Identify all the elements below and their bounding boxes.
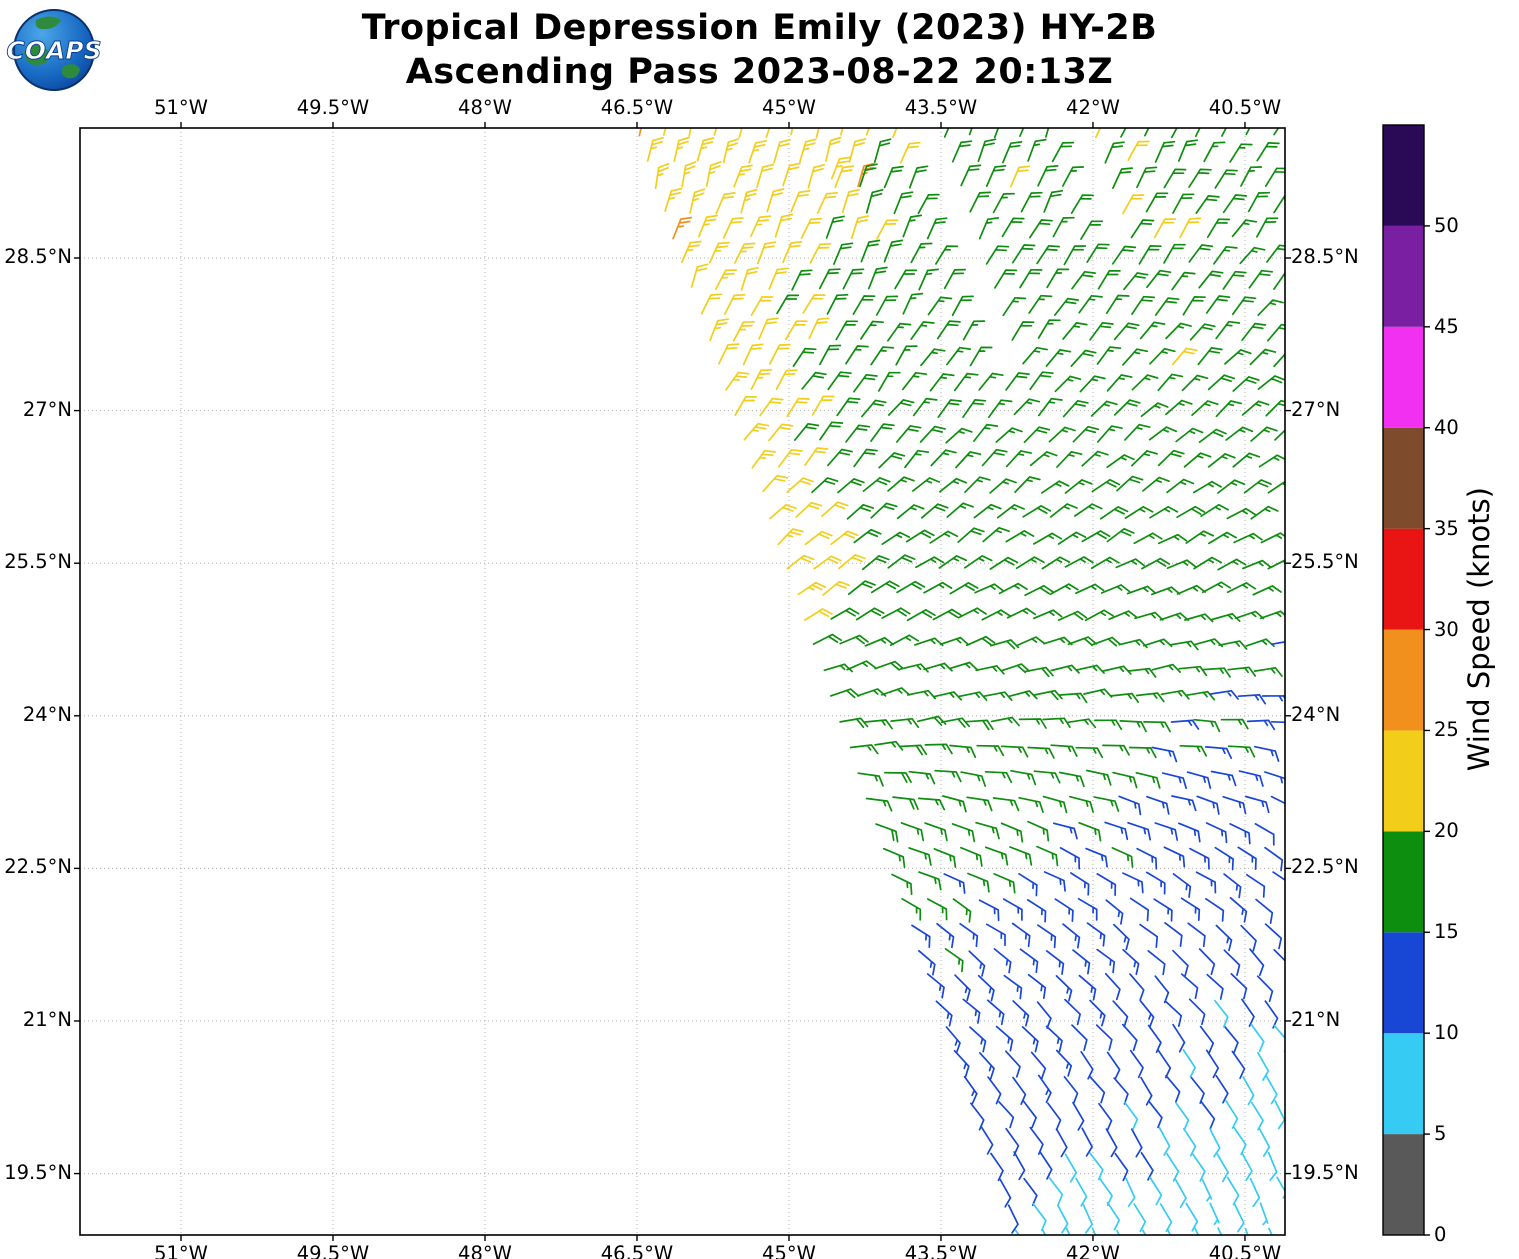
x-tick-label-bottom: 48°W [458,1242,512,1259]
colorbar-segment [1383,629,1424,731]
colorbar-segment [1383,225,1424,327]
x-tick-label-bottom: 40.5°W [1208,1242,1282,1259]
colorbar-segment [1383,528,1424,630]
y-tick-label-right: 28.5°N [1291,245,1359,268]
colorbar-segment [1383,326,1424,428]
colorbar-tick-label: 45 [1434,314,1459,338]
colorbar-segment [1383,427,1424,529]
x-tick-label-top: 49.5°W [296,96,370,119]
x-tick-label-bottom: 42°W [1066,1242,1120,1259]
y-tick-label-left: 19.5°N [4,1160,72,1184]
coaps-logo-text: COAPS [6,36,101,65]
wind-barb-layer [638,128,875,240]
colorbar-tick-label: 5 [1434,1122,1447,1146]
figure-title: Tropical Depression Emily (2023) HY-2B [361,8,1158,48]
x-tick-label-top: 48°W [458,96,512,119]
y-tick-label-right: 25.5°N [1291,550,1359,574]
colorbar-segment [1383,831,1424,933]
x-tick-label-bottom: 46.5°W [600,1242,674,1259]
x-tick-label-bottom: 51°W [154,1242,208,1259]
colorbar-tick-label: 25 [1434,718,1459,742]
colorbar-tick-label: 0 [1434,1223,1447,1246]
figure-subtitle: Ascending Pass 2023-08-22 20:13Z [405,52,1114,92]
y-tick-label-right: 21°N [1291,1007,1341,1031]
y-tick-label-left: 25.5°N [4,550,72,574]
colorbar-segment [1383,1134,1424,1235]
x-tick-label-bottom: 49.5°W [296,1242,370,1259]
y-tick-label-right: 19.5°N [1291,1160,1359,1184]
colorbar-segment [1383,932,1424,1034]
y-tick-label-left: 21°N [22,1007,72,1031]
wind-barb-layer [1014,999,1285,1235]
y-tick-label-right: 22.5°N [1291,855,1359,879]
wind-barb-layer [646,128,1202,621]
colorbar-label-text: Wind Speed (knots) [1462,487,1496,772]
colorbar-segment [1383,1033,1424,1135]
colorbar-tick-label: 10 [1434,1021,1459,1045]
colorbar-tick-label: 50 [1434,213,1459,237]
y-tick-label-right: 24°N [1291,702,1341,726]
map-frame [79,127,1286,1236]
y-tick-label-right: 27°N [1291,397,1341,421]
coaps-logo: COAPS [6,9,102,91]
colorbar-segment [1383,125,1424,226]
x-tick-label-bottom: 45°W [762,1242,816,1259]
colorbar [1382,124,1430,1236]
x-tick-label-top: 40.5°W [1208,96,1282,119]
grid-lines [80,128,1285,1235]
colorbar-tick-label: 20 [1434,819,1459,843]
y-tick-label-left: 27°N [22,397,72,421]
x-tick-label-top: 51°W [154,96,208,119]
wind-barb-layer [776,128,1285,973]
x-tick-label-bottom: 43.5°W [904,1242,978,1259]
x-tick-label-top: 42°W [1066,96,1120,119]
logo-land-north [35,16,61,30]
logo-land-south [61,64,80,79]
wind-barb-field [638,128,1285,1235]
colorbar-tick-label: 40 [1434,415,1459,439]
y-tick-label-left: 28.5°N [4,245,72,268]
colorbar-frame [1382,124,1425,1236]
colorbar-tick-label: 15 [1434,920,1459,944]
colorbar-tick-label: 30 [1434,617,1459,641]
x-tick-label-top: 46.5°W [600,96,674,119]
x-tick-label-top: 45°W [762,96,816,119]
y-tick-label-left: 24°N [22,702,72,726]
logo-land-west [24,44,50,66]
colorbar-tick-label: 35 [1434,516,1459,540]
colorbar-label: Wind Speed (knots) [1462,0,1496,1259]
y-tick-label-left: 22.5°N [4,855,72,879]
colorbar-segment [1383,730,1424,832]
wind-barb-layer [911,641,1285,1234]
axis-ticks [74,122,1291,1241]
x-tick-label-top: 43.5°W [904,96,978,119]
